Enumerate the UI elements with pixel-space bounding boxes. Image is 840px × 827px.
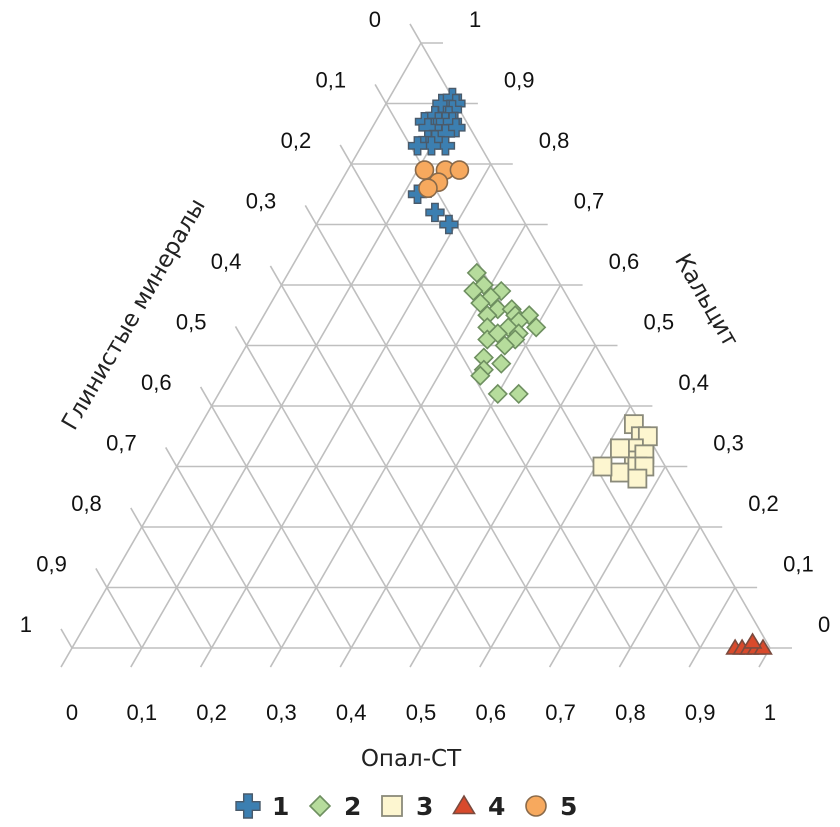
right-tick-label: 0,6 — [609, 249, 640, 274]
data-point-series-2 — [470, 365, 491, 386]
right-tick-label: 0,2 — [748, 491, 779, 516]
data-point-series-3 — [627, 468, 648, 489]
right-tick-label: 0,7 — [574, 189, 605, 214]
right-tick-label: 0,1 — [783, 552, 814, 577]
grid-line-clay — [234, 326, 422, 649]
bottom-tick-label: 0,7 — [545, 700, 576, 725]
data-point-series-5 — [449, 160, 470, 180]
data-point-series-3 — [610, 462, 630, 483]
data-points — [407, 87, 773, 655]
bottom-tick-label: 0,5 — [406, 700, 437, 725]
left-tick-label: 0,4 — [211, 249, 242, 274]
right-tick-label: 0,8 — [539, 128, 570, 153]
grid-line-opal — [548, 466, 666, 668]
bottom-tick-label: 0,8 — [615, 700, 646, 725]
bottom-tick-label: 0,3 — [266, 700, 297, 725]
left-tick-label: 1 — [20, 612, 32, 637]
grid-line-opal — [409, 345, 597, 668]
bottom-tick-label: 0,1 — [127, 700, 158, 725]
grid-line-opal — [339, 284, 562, 668]
legend-label-2: 2 — [344, 792, 361, 821]
grid-line-clay — [409, 23, 771, 649]
left-tick-label: 0,1 — [316, 68, 347, 93]
grid-line-clay — [60, 628, 73, 649]
bottom-tick-label: 0,6 — [476, 700, 507, 725]
legend-marker-1 — [235, 793, 261, 819]
grid-line-opal — [199, 163, 492, 668]
bottom-tick-label: 0,4 — [336, 700, 367, 725]
data-point-series-1 — [439, 214, 459, 235]
left-tick-label: 0 — [369, 7, 381, 32]
bottom-axis-title: Опал-СТ — [361, 746, 462, 772]
grid-line-opal — [130, 103, 457, 668]
legend-marker-5 — [525, 795, 547, 817]
right-axis-ticks: 1 0,9 0,8 0,7 0,6 0,5 0,4 0,3 0,2 0,1 0 — [469, 7, 830, 637]
grid-line-clay — [339, 144, 632, 649]
data-point-series-2 — [508, 383, 529, 405]
left-tick-label: 0,2 — [281, 128, 312, 153]
legend-marker-3 — [381, 795, 403, 817]
left-tick-label: 0,9 — [36, 552, 67, 577]
data-point-series-5 — [418, 178, 438, 198]
right-tick-label: 0,3 — [713, 431, 744, 456]
bottom-tick-label: 0 — [66, 700, 78, 725]
bottom-tick-label: 0,2 — [196, 700, 227, 725]
data-point-series-2 — [491, 353, 512, 374]
left-tick-label: 0,3 — [246, 189, 277, 214]
legend-marker-4 — [452, 794, 476, 815]
grid-line-opal — [479, 405, 632, 668]
bottom-axis-ticks: 0 0,1 0,2 0,3 0,4 0,5 0,6 0,7 0,8 0,9 1 — [66, 700, 776, 725]
data-point-series-1 — [425, 202, 445, 223]
right-tick-label: 1 — [469, 7, 481, 32]
grid-line-clay — [269, 265, 492, 649]
left-tick-label: 0,6 — [141, 370, 172, 395]
grid-line-clay — [130, 507, 213, 649]
legend-marker-2 — [308, 794, 332, 818]
data-point-series-1 — [407, 136, 428, 156]
grid-line-clay — [199, 386, 352, 649]
left-tick-label: 0,5 — [176, 310, 207, 335]
grid-line-clay — [165, 447, 283, 649]
right-tick-label: 0,9 — [504, 68, 535, 93]
bottom-tick-label: 0,9 — [685, 700, 716, 725]
left-tick-label: 0,7 — [106, 431, 137, 456]
right-axis-title: Кальцит — [669, 250, 743, 352]
legend-label-1: 1 — [272, 792, 289, 821]
grid-line-clay — [304, 205, 562, 649]
data-point-series-3 — [592, 456, 613, 477]
grid-line-opal — [618, 526, 701, 668]
grid-line-opal — [688, 587, 736, 668]
data-point-series-3 — [610, 438, 630, 459]
ternary-grid — [60, 23, 792, 668]
legend-label-5: 5 — [560, 792, 577, 821]
right-tick-label: 0,4 — [678, 370, 709, 395]
data-point-series-4 — [742, 632, 763, 649]
legend-label-4: 4 — [488, 792, 505, 821]
data-point-series-2 — [487, 383, 508, 405]
left-tick-label: 0,8 — [71, 491, 102, 516]
data-point-series-2 — [526, 317, 547, 338]
right-tick-label: 0,5 — [644, 310, 675, 335]
legend: 1 2 3 4 5 — [235, 792, 577, 821]
right-tick-label: 0 — [818, 612, 830, 637]
grid-line-opal — [60, 42, 422, 668]
bottom-tick-label: 1 — [764, 700, 776, 725]
left-axis-ticks: 0 0,1 0,2 0,3 0,4 0,5 0,6 0,7 0,8 0,9 1 — [20, 7, 381, 637]
legend-label-3: 3 — [416, 792, 433, 821]
data-point-series-2 — [494, 335, 515, 356]
grid-line-clay — [95, 568, 143, 649]
